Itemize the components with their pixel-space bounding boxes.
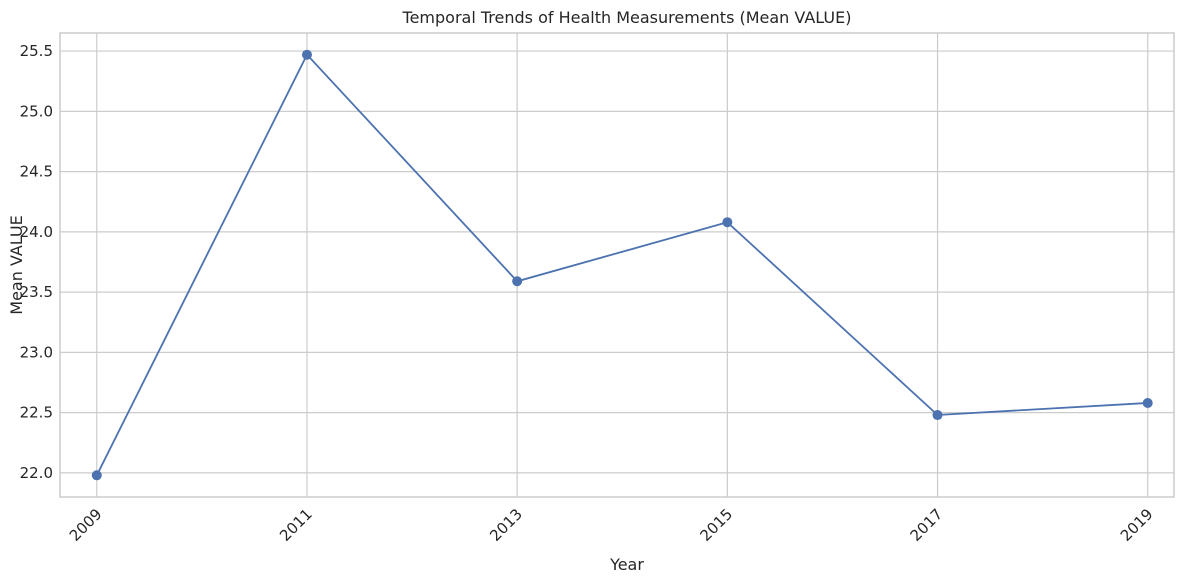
x-tick-label: 2017 bbox=[907, 505, 947, 545]
data-point bbox=[1142, 397, 1153, 408]
y-axis-ticks: 22.0 22.5 23.0 23.5 24.0 24.5 25.0 25.5 bbox=[20, 42, 53, 482]
y-tick-label: 24.0 bbox=[20, 223, 53, 241]
data-point bbox=[91, 470, 102, 481]
x-tick-label: 2011 bbox=[276, 505, 316, 545]
y-tick-label: 22.0 bbox=[20, 464, 53, 482]
plot-frame bbox=[59, 32, 1175, 498]
data-point bbox=[512, 276, 523, 287]
series-line bbox=[95, 53, 1148, 476]
y-tick-label: 22.5 bbox=[20, 404, 53, 422]
data-point bbox=[932, 410, 943, 421]
x-tick-label: 2019 bbox=[1117, 505, 1157, 545]
y-tick-label: 23.5 bbox=[20, 283, 53, 301]
chart-title: Temporal Trends of Health Measurements (… bbox=[402, 8, 852, 27]
grid bbox=[60, 33, 1174, 497]
x-tick-label: 2009 bbox=[66, 505, 106, 545]
x-axis-label: Year bbox=[609, 555, 644, 574]
data-point bbox=[301, 49, 312, 60]
series-group bbox=[91, 49, 1153, 481]
x-tick-label: 2015 bbox=[696, 505, 736, 545]
x-tick-label: 2013 bbox=[486, 505, 526, 545]
y-tick-label: 25.5 bbox=[20, 42, 53, 60]
y-tick-label: 24.5 bbox=[20, 163, 53, 181]
y-tick-label: 23.0 bbox=[20, 343, 53, 361]
data-point bbox=[722, 217, 733, 228]
y-tick-label: 25.0 bbox=[20, 102, 53, 120]
x-axis-ticks: 2009 2011 2013 2015 2017 2019 bbox=[66, 505, 1157, 545]
y-axis-label: Mean VALUE bbox=[7, 215, 26, 314]
